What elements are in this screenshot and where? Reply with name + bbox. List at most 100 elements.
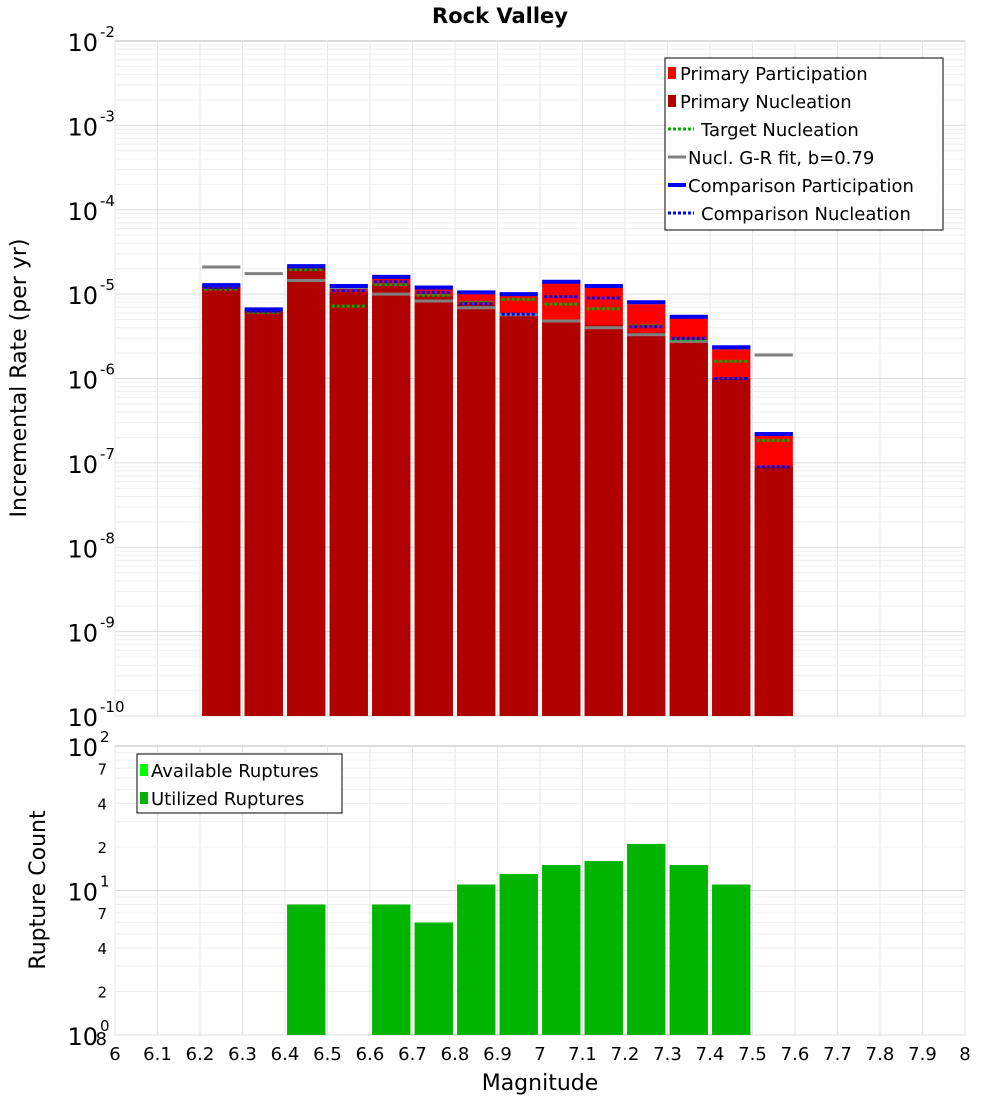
- rate-y-tick-label: 10: [67, 113, 98, 141]
- legend-entry: Comparison Participation: [668, 176, 914, 197]
- nucleation-bar: [329, 292, 368, 716]
- legend-entry: Target Nucleation: [668, 120, 859, 141]
- rate-y-tick-exponent: -5: [100, 276, 115, 294]
- legend-label: Primary Participation: [680, 64, 868, 85]
- x-tick-label: 7.3: [653, 1044, 682, 1065]
- utilized-bar: [414, 922, 453, 1035]
- nucleation-bar: [372, 284, 411, 716]
- chart-title: Rock Valley: [432, 4, 568, 28]
- count-y-tick-label: 10: [67, 734, 98, 762]
- x-tick-label: 7.9: [908, 1044, 937, 1065]
- count-plot-bars: [287, 843, 751, 1035]
- x-tick-label: 7.2: [611, 1044, 640, 1065]
- rate-y-tick-label: 10: [67, 29, 98, 57]
- rate-y-tick-label: 10: [67, 620, 98, 648]
- rate-y-tick-label: 10: [67, 367, 98, 395]
- count-y-minor-tick-label: 7: [97, 905, 107, 923]
- nucleation-bar: [244, 310, 283, 716]
- count-y-minor-tick-label: 4: [97, 940, 107, 958]
- x-tick-label: 7.8: [866, 1044, 895, 1065]
- count-y-minor-tick-label: 2: [97, 839, 107, 857]
- rate-y-tick-label: 10: [67, 282, 98, 310]
- nucleation-bar: [669, 339, 708, 716]
- x-tick-label: 7.5: [738, 1044, 767, 1065]
- rate-plot-grid: [114, 41, 966, 717]
- count-legend-box: [136, 753, 343, 814]
- rate-y-tick-label: 10: [67, 198, 98, 226]
- rate-plot-lines: [202, 264, 793, 469]
- utilized-bar: [669, 865, 708, 1035]
- count-y-minor-tick-label: 8: [96, 1029, 107, 1050]
- utilized-bar: [499, 874, 538, 1035]
- x-tick-label: 7.7: [823, 1044, 852, 1065]
- rate-y-axis-label: Incremental Rate (per yr): [7, 239, 32, 518]
- nucleation-bar: [414, 296, 453, 716]
- x-tick-label: 6.2: [186, 1044, 215, 1065]
- legend-entry: Primary Nucleation: [668, 92, 852, 113]
- x-tick-label: 6.5: [313, 1044, 342, 1065]
- rate-y-tick-exponent: -8: [100, 529, 115, 547]
- utilized-bar: [372, 904, 411, 1035]
- x-tick-labels: 6 6.1 6.2 6.3 6.4 6.5 6.6 6.7 6.8 6.9 7 7.1 7.2 7.3 7.…: [109, 1044, 970, 1065]
- legend-swatch: [140, 764, 148, 776]
- nucleation-bar: [584, 325, 623, 716]
- nucleation-bar: [627, 332, 666, 716]
- legend-label: Nucl. G-R fit, b=0.79: [688, 148, 874, 169]
- legend-label: Primary Nucleation: [680, 92, 852, 113]
- legend-swatch: [668, 95, 676, 107]
- x-tick-label: 7: [534, 1044, 545, 1065]
- count-y-tick-exponent: 1: [100, 873, 110, 891]
- nucleation-bar: [542, 319, 581, 716]
- x-tick-label: 7.4: [696, 1044, 725, 1065]
- rate-legend: Primary Participation Primary Nucleation T…: [664, 57, 944, 231]
- x-tick-label: 7.6: [781, 1044, 810, 1065]
- nucleation-bar: [712, 378, 751, 716]
- rate-legend-box: [664, 57, 944, 231]
- count-legend: Available Ruptures Utilized Ruptures: [136, 753, 343, 814]
- legend-entry: Nucl. G-R fit, b=0.79: [668, 148, 874, 169]
- utilized-bar: [712, 884, 751, 1035]
- rate-y-tick-label: 10: [67, 451, 98, 479]
- x-tick-label: 6.4: [271, 1044, 300, 1065]
- utilized-bar: [584, 861, 623, 1035]
- count-y-axis-label: Rupture Count: [26, 810, 51, 970]
- x-tick-label: 6: [109, 1044, 120, 1065]
- x-tick-label: 6.1: [143, 1044, 172, 1065]
- utilized-bar: [627, 843, 666, 1035]
- rate-y-tick-exponent: -9: [100, 614, 115, 632]
- legend-swatch: [140, 792, 148, 804]
- rate-y-tick-exponent: -2: [100, 23, 115, 41]
- x-tick-label: 6.9: [483, 1044, 512, 1065]
- legend-label: Comparison Nucleation: [701, 204, 911, 225]
- nucleation-bar: [202, 285, 241, 716]
- rate-y-tick-exponent: -6: [100, 361, 115, 379]
- rate-y-tick-label: 10: [67, 535, 98, 563]
- rate-y-tick-exponent: -4: [100, 192, 115, 210]
- x-tick-label: 8: [959, 1044, 970, 1065]
- rate-y-tick-label: 10: [67, 704, 98, 732]
- nucleation-bar: [287, 266, 326, 716]
- rate-y-tick-exponent: -10: [100, 698, 125, 716]
- nucleation-bar: [457, 304, 496, 716]
- legend-label: Target Nucleation: [700, 120, 859, 141]
- x-tick-label: 6.6: [356, 1044, 385, 1065]
- count-y-minor-tick-label: 7: [97, 760, 107, 778]
- nucleation-bar: [754, 466, 793, 716]
- utilized-bar: [542, 865, 581, 1035]
- count-y-minor-tick-label: 4: [97, 796, 107, 814]
- rate-plot-bars: [202, 266, 793, 716]
- legend-entry: Utilized Ruptures: [140, 789, 304, 810]
- rate-y-tick-exponent: -7: [100, 445, 115, 463]
- legend-swatch: [668, 67, 676, 79]
- legend-entry: Available Ruptures: [140, 761, 319, 782]
- x-tick-label: 6.8: [441, 1044, 470, 1065]
- count-y-tick-exponent: 2: [100, 728, 110, 746]
- legend-entry: Comparison Nucleation: [668, 204, 911, 225]
- legend-label: Available Ruptures: [151, 761, 319, 782]
- count-y-tick-label: 10: [67, 1023, 98, 1051]
- legend-label: Comparison Participation: [688, 176, 914, 197]
- utilized-bar: [287, 904, 326, 1035]
